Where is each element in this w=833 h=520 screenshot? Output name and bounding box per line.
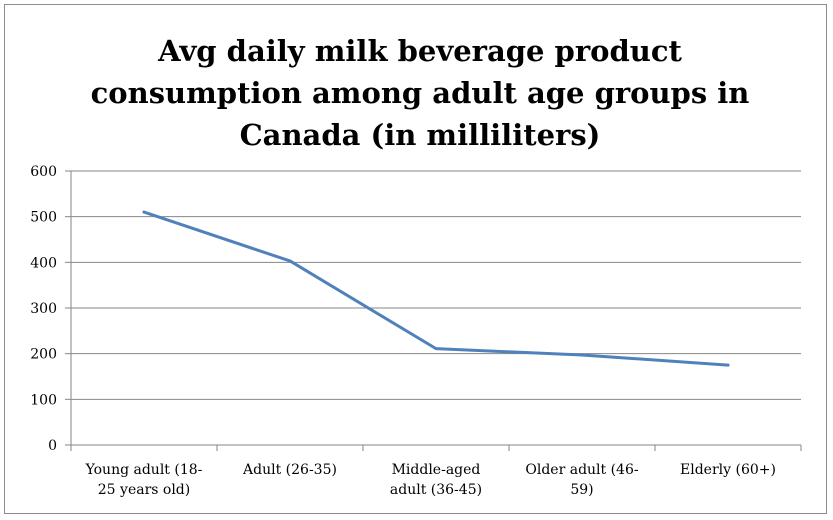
y-tick-label: 500 bbox=[30, 210, 57, 226]
y-tick-label: 400 bbox=[30, 255, 57, 271]
chart-frame bbox=[4, 4, 827, 514]
x-tick-label: Young adult (18-25 years old) bbox=[85, 462, 203, 498]
x-tick-label: Adult (26-35) bbox=[242, 462, 337, 478]
series-layer bbox=[142, 210, 730, 367]
data-point bbox=[726, 363, 730, 367]
y-tick-label: 0 bbox=[48, 438, 57, 454]
y-tick-label: 100 bbox=[30, 392, 57, 408]
y-tick-label: 600 bbox=[30, 164, 57, 180]
tick-labels: 0 100 200 300 400 500 600 Young adult (18-25 ye… bbox=[30, 164, 776, 498]
x-tick-label: Elderly (60+) bbox=[680, 462, 776, 478]
data-point bbox=[142, 210, 146, 214]
axes bbox=[65, 170, 802, 451]
data-point bbox=[434, 347, 438, 351]
series-line bbox=[142, 210, 730, 367]
data-point bbox=[288, 259, 292, 263]
x-tick-label: Older adult (46-59) bbox=[525, 462, 639, 498]
y-tick-label: 300 bbox=[30, 301, 57, 317]
chart-title: Avg daily milk beverage product consumpt… bbox=[90, 34, 750, 152]
y-tick-label: 200 bbox=[30, 347, 57, 363]
data-point bbox=[580, 353, 584, 357]
x-tick-label: Middle-aged adult (36-45) bbox=[390, 462, 482, 498]
gridlines bbox=[71, 170, 801, 400]
